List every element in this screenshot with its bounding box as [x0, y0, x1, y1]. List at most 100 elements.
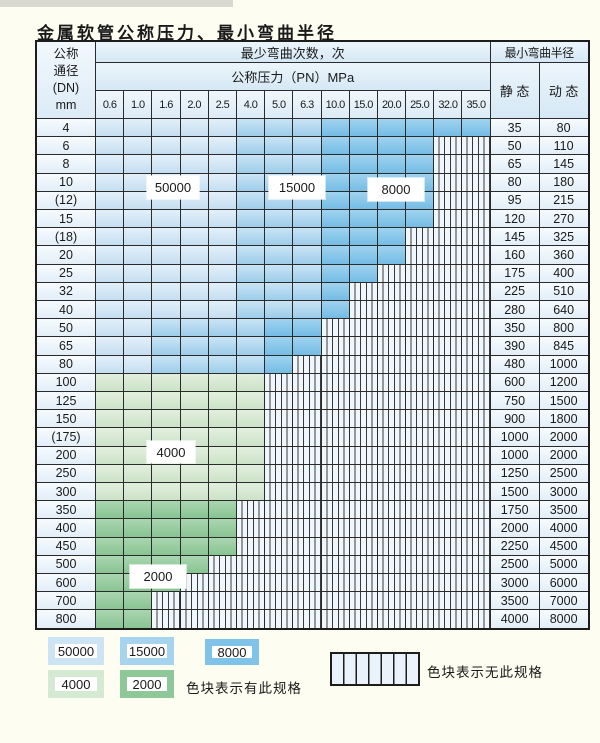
spec-cell-H: [406, 319, 434, 337]
spec-cell-H: [434, 301, 462, 319]
spec-cell-H: [349, 446, 377, 464]
spec-cell-H: [377, 355, 406, 373]
spec-cell-H: [293, 355, 321, 373]
spec-cell-G1: [152, 373, 180, 392]
spec-cell-B2: [236, 264, 265, 282]
spec-cell-G1: [208, 446, 236, 464]
dn-cell: 40: [37, 301, 95, 319]
spec-cell-H: [321, 519, 349, 537]
spec-cell-B2: [293, 210, 321, 228]
spec-cell-H: [321, 446, 349, 464]
spec-cell-H: [208, 592, 236, 610]
legend-has-spec-text: 色块表示有此规格: [186, 681, 302, 696]
spec-cell-H: [434, 555, 462, 574]
spec-cell-B3: [321, 282, 349, 301]
spec-cell-H: [406, 428, 434, 446]
spec-cell-H: [434, 246, 462, 264]
spec-cell-B1: [208, 301, 236, 319]
spec-cell-B1: [208, 264, 236, 282]
spec-cell-H: [349, 301, 377, 319]
spec-cell-B3: [321, 210, 349, 228]
spec-cell-B3: [321, 119, 349, 137]
spec-cell-G1: [236, 483, 265, 501]
spec-cell-H: [434, 574, 462, 592]
spec-cell-B3: [349, 228, 377, 246]
spec-cell-B2: [236, 337, 265, 355]
pressure-tick: 15.0: [349, 91, 377, 118]
spec-cell-H: [406, 464, 434, 483]
spec-cell-B1: [96, 301, 124, 319]
spec-cell-B1: [124, 210, 152, 228]
spec-cell-H: [462, 392, 490, 410]
dynamic-radius-cell: 145: [539, 155, 588, 173]
spec-cell-H: [349, 574, 377, 592]
spec-cell-G1: [236, 428, 265, 446]
spec-cell-G1: [124, 446, 152, 464]
static-radius-cell: 600: [490, 373, 539, 392]
spec-cell-H: [462, 301, 490, 319]
pressure-tick: 0.6: [96, 91, 124, 118]
spec-cell-H: [293, 537, 321, 555]
spec-cell-G1: [208, 392, 236, 410]
dynamic-radius-cell: 845: [539, 337, 588, 355]
spec-cell-H: [377, 574, 406, 592]
spec-cell-G2: [124, 519, 152, 537]
pressure-tick: 2.5: [208, 91, 236, 118]
spec-cell-B1: [96, 155, 124, 173]
spec-cell-H: [321, 392, 349, 410]
spec-cell-G1: [208, 373, 236, 392]
spec-cell-B2: [265, 137, 293, 155]
spec-cell-H: [377, 264, 406, 282]
spec-cell-H: [349, 519, 377, 537]
spec-cell-B1: [180, 228, 208, 246]
spec-cell-H: [434, 428, 462, 446]
spec-cell-H: [293, 501, 321, 519]
static-radius-cell: 390: [490, 337, 539, 355]
spec-cell-H: [434, 137, 462, 155]
zone-label-50000: 50000: [147, 176, 199, 199]
spec-cell-H: [462, 464, 490, 483]
spec-cell-H: [462, 319, 490, 337]
static-radius-cell: 1000: [490, 446, 539, 464]
spec-cell-H: [377, 410, 406, 428]
spec-cell-B3: [321, 155, 349, 173]
dn-cell: 80: [37, 355, 95, 373]
spec-cell-B3: [406, 119, 434, 137]
dynamic-radius-cell: 110: [539, 137, 588, 155]
spec-cell-B1: [124, 119, 152, 137]
static-radius-cell: 3500: [490, 592, 539, 610]
dn-cell: 125: [37, 392, 95, 410]
dynamic-radius-cell: 3000: [539, 483, 588, 501]
spec-cell-B3: [377, 119, 406, 137]
spec-cell-H: [321, 555, 349, 574]
spec-cell-H: [434, 392, 462, 410]
dynamic-radius-cell: 1000: [539, 355, 588, 373]
dn-cell: 450: [37, 537, 95, 555]
spec-cell-G1: [96, 410, 124, 428]
spec-cell-B1: [152, 228, 180, 246]
spec-cell-B3: [377, 246, 406, 264]
spec-cell-B1: [96, 246, 124, 264]
spec-cell-H: [406, 483, 434, 501]
spec-cell-G1: [236, 464, 265, 483]
spec-cell-G2: [96, 555, 124, 574]
spec-cell-B3: [321, 264, 349, 282]
dn-cell: 250: [37, 464, 95, 483]
spec-cell-H: [434, 228, 462, 246]
spec-cell-G2: [152, 501, 180, 519]
spec-cell-H: [406, 246, 434, 264]
static-radius-cell: 1750: [490, 501, 539, 519]
pressure-tick: 2.0: [180, 91, 208, 118]
spec-cell-H: [321, 592, 349, 610]
spec-cell-H: [349, 610, 377, 628]
dynamic-radius-cell: 6000: [539, 574, 588, 592]
spec-cell-B1: [208, 119, 236, 137]
spec-cell-B3: [406, 155, 434, 173]
spec-cell-B1: [124, 301, 152, 319]
spec-cell-H: [434, 373, 462, 392]
static-radius-cell: 80: [490, 173, 539, 191]
spec-cell-H: [265, 410, 293, 428]
spec-table: 公称 通径 (DN) mm 最少弯曲次数，次 最小弯曲半径 公称压力（PN）MPa 静…: [35, 40, 590, 630]
spec-cell-H: [462, 264, 490, 282]
spec-cell-H: [377, 301, 406, 319]
